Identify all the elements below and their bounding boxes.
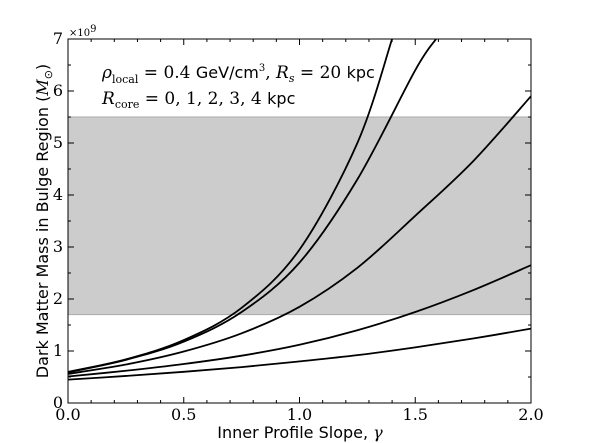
y-tick-label-4: 4 [53, 185, 63, 204]
annotation-rho-sub: local [112, 73, 139, 86]
x-tick-label-2: 1.0 [287, 405, 312, 424]
y-tick-label-0: 0 [53, 393, 63, 412]
y-tick-label-3: 3 [53, 237, 63, 256]
annotation-eq: = 0.4 [138, 63, 196, 83]
y-tick-label-1: 1 [53, 341, 63, 360]
x-tick-label-3: 1.5 [403, 405, 428, 424]
shaded-band-layer [68, 116, 531, 316]
y-axis-unit-close: ) [33, 64, 52, 70]
annotation-rs-sub: s [289, 72, 295, 85]
series-line-4 [68, 327, 531, 381]
annotation-rho: ρ [101, 63, 112, 83]
annotation-unit3: kpc [267, 89, 295, 108]
annotation-eq2: = 20 [295, 63, 347, 83]
x-tick-label-4: 2.0 [518, 405, 543, 424]
series-line-3 [68, 264, 531, 378]
annotation-line-2: Rcore = 0, 1, 2, 3, 4 kpc [101, 89, 295, 111]
x-axis-title-symbol: γ [373, 423, 383, 442]
y-axis-title-text: Dark Matter Mass in Bulge Region [33, 107, 52, 378]
y-axis-unit-open: ( [33, 96, 52, 102]
annotation-unit2: kpc [347, 63, 375, 82]
ticks-layer: 0.0 0.5 1.0 1.5 2.0 0 1 2 3 4 5 6 7 [53, 29, 544, 424]
shaded-band [68, 116, 531, 316]
y-axis-unit-symbol: M [33, 79, 52, 97]
x-tick-label-0: 0.0 [55, 405, 80, 424]
annotation-sep: , [265, 63, 276, 83]
y-tick-label-2: 2 [53, 289, 63, 308]
y-axis-title: Dark Matter Mass in Bulge Region (M⊙) [33, 64, 55, 378]
annotation-eq3: = 0, 1, 2, 3, 4 [139, 89, 267, 109]
y-multiplier-base: ×10 [69, 28, 90, 39]
annotation-unit-exp: 3 [259, 63, 265, 74]
annotation-unit: GeV/cm [196, 63, 259, 82]
series-line-2 [68, 95, 531, 375]
y-tick-label-7: 7 [53, 29, 63, 48]
annotation-rcore: R [101, 89, 115, 109]
x-axis-title-text: Inner Profile Slope, [217, 423, 368, 442]
y-multiplier-exp: 9 [90, 24, 96, 35]
annotation-line-1: ρlocal = 0.4 GeV/cm3, Rs = 20 kpc [101, 63, 375, 86]
y-tick-label-5: 5 [53, 133, 63, 152]
annotation-rs: R [275, 63, 289, 83]
annotation-rcore-sub: core [115, 98, 140, 111]
series-layer [68, 39, 531, 381]
y-multiplier: ×109 [69, 24, 96, 39]
series-line-1 [68, 39, 437, 374]
x-tick-label-1: 0.5 [171, 405, 196, 424]
y-axis-unit-sub: ⊙ [42, 70, 55, 79]
x-axis-title: Inner Profile Slope, γ [217, 423, 383, 442]
y-tick-label-6: 6 [53, 81, 63, 100]
